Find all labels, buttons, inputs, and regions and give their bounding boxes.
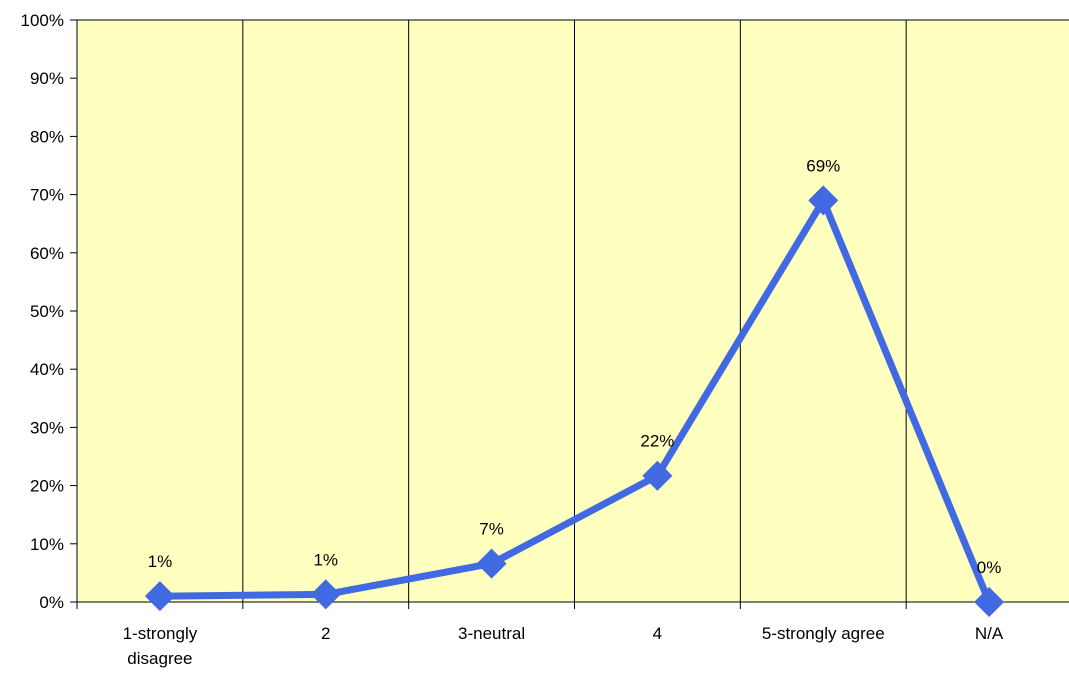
data-labels: 1% 1% 7% 22% 69% 0% — [148, 156, 1002, 577]
data-label: 22% — [640, 432, 674, 451]
y-tick-label: 80% — [30, 127, 64, 146]
y-axis: 0% 10% 20% 30% 40% 50% 60% 70% 80% 90% 100% — [21, 11, 78, 612]
x-tick-label: 3-neutral — [458, 624, 525, 643]
data-label: 0% — [977, 558, 1002, 577]
y-tick-label: 70% — [30, 186, 64, 205]
x-tick-label-line: 5-strongly agree — [762, 624, 885, 643]
data-label: 7% — [479, 520, 504, 539]
category-gridlines — [242, 20, 907, 602]
x-tick-label: 2 — [321, 624, 330, 643]
y-tick-label: 50% — [30, 302, 64, 321]
plot-area — [76, 19, 1069, 603]
data-point-marker — [476, 548, 507, 579]
x-tick-label-line: 2 — [321, 624, 330, 643]
data-label: 1% — [313, 550, 338, 569]
y-tick-label: 0% — [39, 593, 64, 612]
data-point-marker — [144, 581, 175, 612]
data-point-marker — [642, 460, 673, 491]
x-tick-label-line: 4 — [653, 624, 662, 643]
data-point-marker — [310, 579, 341, 610]
data-point-marker — [974, 587, 1005, 617]
x-tick-label-line: 3-neutral — [458, 624, 525, 643]
y-tick-label: 60% — [30, 244, 64, 263]
x-tick-label: 4 — [653, 624, 662, 643]
y-tick-label: 20% — [30, 477, 64, 496]
x-tick-label: N/A — [975, 624, 1004, 643]
x-axis: 1-strongly disagree 2 3-neutral 4 5-strongly … — [76, 601, 1069, 668]
y-tick-label: 30% — [30, 418, 64, 437]
series-line — [156, 196, 993, 606]
x-tick-label: 1-strongly disagree — [123, 624, 198, 668]
x-tick-label-line: disagree — [127, 649, 192, 668]
y-tick-label: 40% — [30, 360, 64, 379]
x-tick-label-line: 1-strongly — [123, 624, 198, 643]
data-label: 1% — [148, 552, 173, 571]
data-label: 69% — [806, 156, 840, 175]
x-tick-label-line: N/A — [975, 624, 1004, 643]
y-tick-label: 10% — [30, 535, 64, 554]
series-group — [144, 185, 1005, 617]
y-tick-label: 100% — [21, 11, 64, 30]
data-point-marker — [808, 185, 839, 216]
y-tick-label: 90% — [30, 69, 64, 88]
x-tick-label: 5-strongly agree — [762, 624, 885, 643]
